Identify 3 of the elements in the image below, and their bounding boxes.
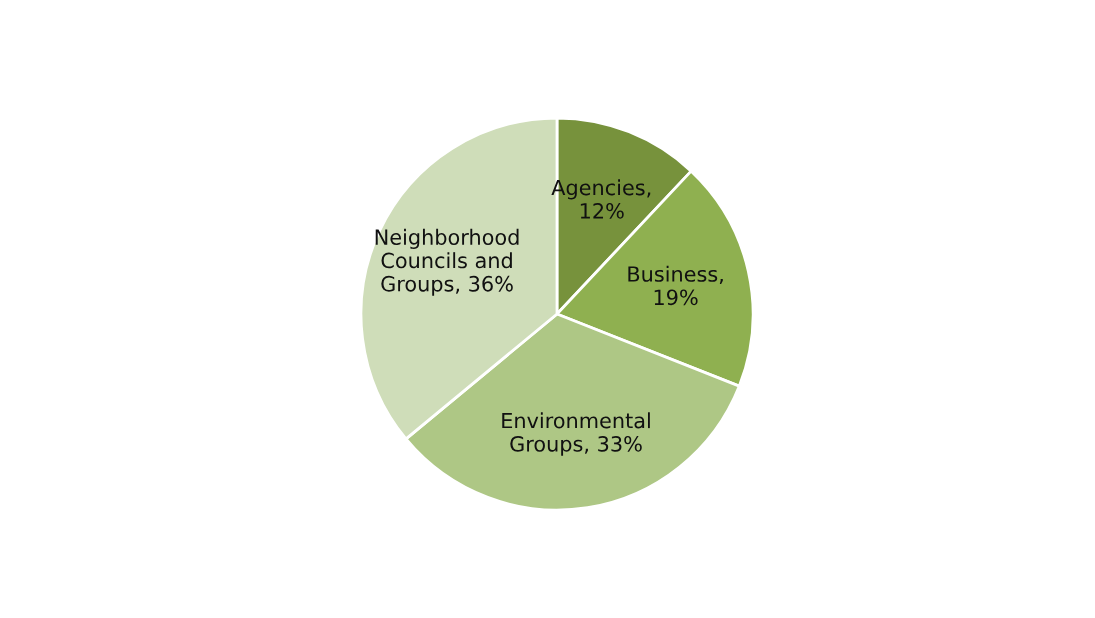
slice-label: Environmental Groups, 33%	[502, 412, 650, 456]
slice-label: Neighborhood Councils and Groups, 36%	[375, 228, 519, 296]
slice-label: Business, 19%	[628, 265, 723, 306]
